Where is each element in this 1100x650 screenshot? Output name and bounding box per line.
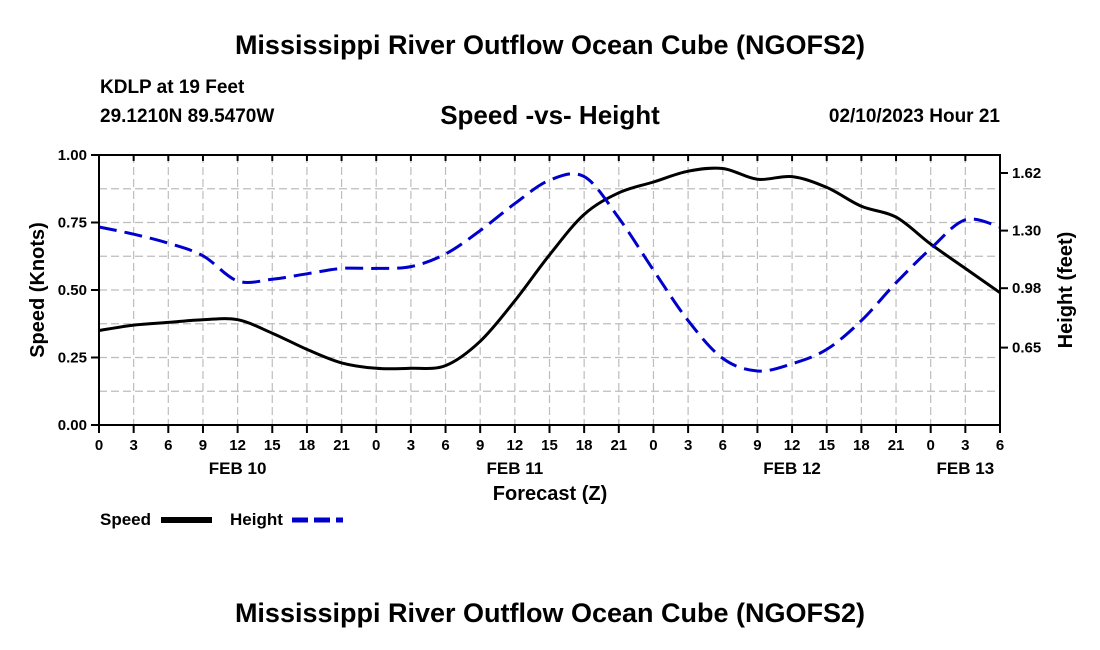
series-line-height — [98, 172, 1001, 373]
y-axis-label: Speed (Knots) — [27, 222, 49, 358]
x-tick-label: 3 — [407, 437, 415, 454]
footer-title: Mississippi River Outflow Ocean Cube (NG… — [234, 598, 866, 628]
x-tick-label: 9 — [476, 437, 484, 454]
grid-lines — [99, 155, 1000, 425]
x-tick-label: 18 — [299, 437, 316, 454]
coordinates-label: 29.1210N 89.5470W — [100, 106, 275, 127]
date-label: FEB 11 — [486, 459, 543, 478]
y2-tick-label: 1.30 — [1012, 223, 1041, 240]
y-tick-label: 0.75 — [58, 215, 87, 232]
x-tick-label: 21 — [333, 437, 350, 454]
date-label: FEB 12 — [763, 459, 821, 478]
station-label: KDLP at 19 Feet — [100, 77, 245, 98]
legend: Speed Height — [100, 510, 343, 529]
x-tick-label: 12 — [229, 437, 246, 454]
forecast-date-label: 02/10/2023 Hour 21 — [828, 106, 1000, 127]
x-tick-label: 6 — [996, 437, 1004, 454]
x-tick-label: 15 — [541, 437, 558, 454]
x-tick-label: 12 — [507, 437, 524, 454]
x-tick-label: 0 — [372, 437, 380, 454]
page-title: Mississippi River Outflow Ocean Cube (NG… — [234, 30, 866, 60]
y2-tick-label: 0.98 — [1012, 280, 1041, 297]
axes: 0 3 6 9 12 15 18 21 0 3 6 9 12 15 18 21 0 3 6 9 12 15 18 21 0 3 6F… — [58, 147, 1041, 478]
x-tick-label: 0 — [927, 437, 935, 454]
x-tick-label: 15 — [818, 437, 835, 454]
chart-subtitle: Speed -vs- Height — [440, 100, 660, 130]
x-tick-label: 0 — [649, 437, 657, 454]
y-tick-label: 0.00 — [58, 417, 87, 434]
x-tick-label: 18 — [576, 437, 593, 454]
speed-height-chart: 0 3 6 9 12 15 18 21 0 3 6 9 12 15 18 21 0 3 6 9 12 15 18 21 0 3 6F… — [27, 147, 1077, 529]
x-axis-label: Forecast (Z) — [493, 483, 607, 505]
y2-axis-label: Height (feet) — [1055, 232, 1077, 349]
x-tick-label: 15 — [264, 437, 281, 454]
x-tick-label: 6 — [719, 437, 727, 454]
y-tick-label: 0.25 — [58, 350, 87, 367]
x-tick-label: 3 — [961, 437, 969, 454]
x-tick-label: 12 — [784, 437, 801, 454]
x-tick-label: 0 — [95, 437, 103, 454]
x-tick-label: 6 — [164, 437, 172, 454]
x-tick-label: 9 — [753, 437, 761, 454]
date-label: FEB 13 — [937, 459, 995, 478]
y-tick-label: 1.00 — [58, 147, 87, 164]
series-line-speed — [98, 166, 1001, 371]
y-tick-label: 0.50 — [58, 282, 87, 299]
y2-tick-label: 0.65 — [1012, 340, 1041, 357]
x-tick-label: 6 — [441, 437, 449, 454]
date-label: FEB 10 — [209, 459, 267, 478]
legend-label-height: Height — [230, 510, 283, 529]
legend-label-speed: Speed — [100, 510, 151, 529]
x-tick-label: 21 — [888, 437, 905, 454]
y2-tick-label: 1.62 — [1012, 165, 1041, 182]
x-tick-label: 21 — [610, 437, 627, 454]
x-tick-label: 3 — [684, 437, 692, 454]
x-tick-label: 3 — [129, 437, 137, 454]
series-lines — [98, 166, 1001, 373]
x-tick-label: 9 — [199, 437, 207, 454]
x-tick-label: 18 — [853, 437, 870, 454]
